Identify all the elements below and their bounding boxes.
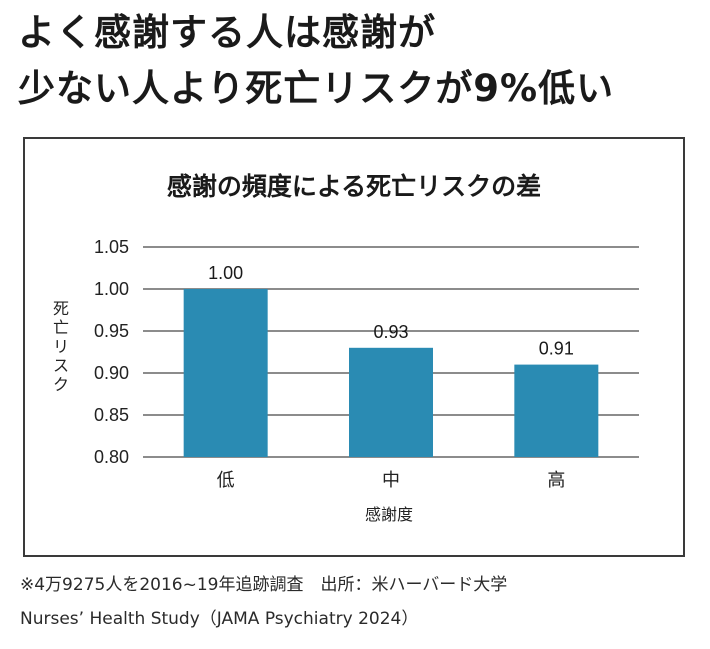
y-tick-label: 0.90 — [94, 363, 129, 383]
chart-panel: 感謝の頻度による死亡リスクの差 0.80 0.85 0.90 0.95 1.00 1.05… — [23, 137, 685, 557]
x-tick-labels: 低中高 — [217, 470, 566, 491]
y-tick-labels: 0.80 0.85 0.90 0.95 1.00 1.05 — [94, 237, 129, 467]
headline-line-2: 少ない人より死亡リスクが9%低い — [18, 67, 615, 110]
x-axis-label: 感謝度 — [365, 505, 413, 524]
x-tick-label: 低 — [217, 470, 235, 491]
data-label: 1.00 — [208, 263, 243, 283]
chart-title: 感謝の頻度による死亡リスクの差 — [167, 172, 541, 201]
data-labels: 1.00 0.93 0.91 — [208, 263, 574, 359]
y-tick-label: 0.85 — [94, 405, 129, 425]
bar-3 — [514, 364, 599, 457]
y-tick-label: 1.00 — [94, 279, 129, 299]
data-label: 0.91 — [539, 339, 574, 359]
x-tick-label: 高 — [547, 470, 565, 491]
bar-2 — [349, 347, 433, 457]
footnote-source: Nurses’ Health Study（JAMA Psychiatry 202… — [20, 609, 419, 629]
y-tick-label: 0.80 — [94, 447, 129, 467]
y-tick-label: 1.05 — [94, 237, 129, 257]
y-tick-label: 0.95 — [94, 321, 129, 341]
bar-1 — [183, 289, 268, 457]
footnote-note: ※4万9275人を2016~19年追跡調査 出所：米ハーバード大学 — [20, 575, 508, 595]
bars — [183, 289, 599, 457]
y-axis-label: 死亡リスク — [53, 299, 69, 394]
headline-line-1: よく感謝する人は感謝が — [18, 11, 436, 54]
x-tick-label: 中 — [382, 470, 400, 491]
data-label: 0.93 — [373, 322, 408, 342]
bar-chart: 感謝の頻度による死亡リスクの差 0.80 0.85 0.90 0.95 1.00 1.05… — [53, 172, 639, 524]
